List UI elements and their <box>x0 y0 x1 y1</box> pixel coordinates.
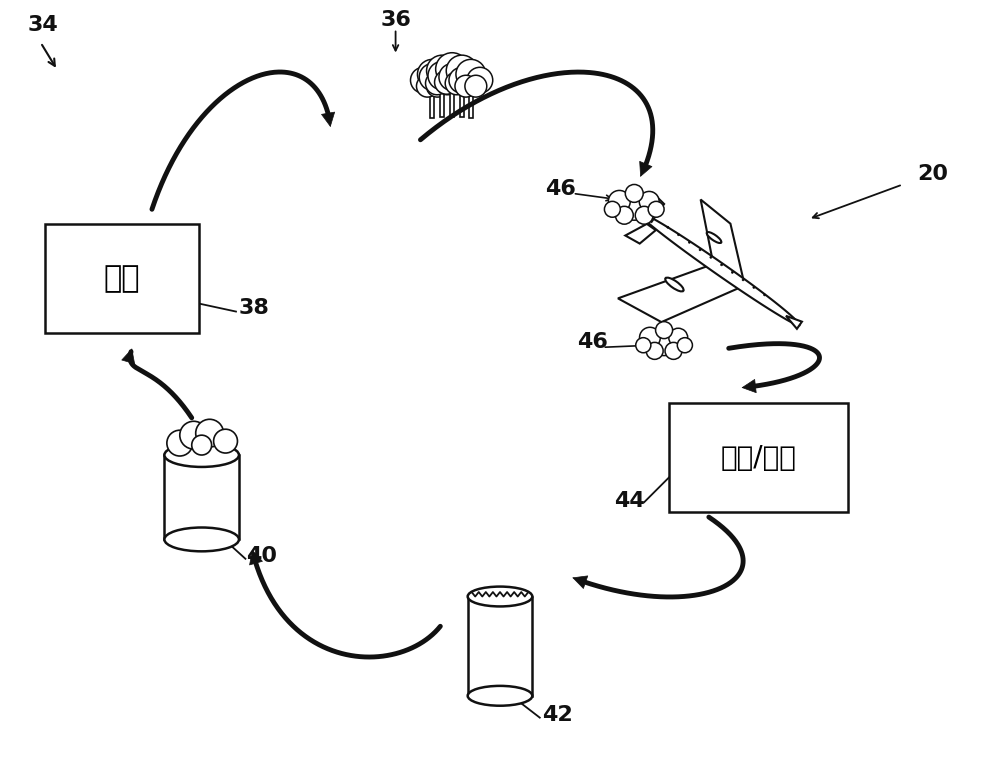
Circle shape <box>678 233 680 236</box>
Circle shape <box>636 338 651 352</box>
Circle shape <box>753 286 755 289</box>
Polygon shape <box>701 199 744 281</box>
Circle shape <box>411 68 436 93</box>
Circle shape <box>435 70 459 94</box>
Text: 46: 46 <box>545 180 576 199</box>
Circle shape <box>677 338 692 352</box>
Bar <box>669 403 848 512</box>
Circle shape <box>608 191 630 212</box>
Bar <box>469 90 473 118</box>
Circle shape <box>458 64 485 90</box>
Circle shape <box>721 264 723 266</box>
Text: 运输: 运输 <box>104 265 140 293</box>
Circle shape <box>639 191 659 212</box>
Circle shape <box>428 68 454 93</box>
Bar <box>460 87 464 117</box>
Ellipse shape <box>665 278 684 292</box>
Ellipse shape <box>468 587 532 606</box>
Circle shape <box>438 64 465 90</box>
Text: 20: 20 <box>918 163 949 184</box>
Circle shape <box>446 55 478 86</box>
Circle shape <box>180 421 208 449</box>
Circle shape <box>465 75 487 97</box>
Bar <box>430 90 434 118</box>
Circle shape <box>456 72 479 95</box>
Ellipse shape <box>707 232 721 243</box>
Circle shape <box>742 279 744 281</box>
Text: 46: 46 <box>577 332 607 352</box>
Polygon shape <box>618 266 739 322</box>
Circle shape <box>167 430 193 456</box>
Polygon shape <box>647 192 664 222</box>
Circle shape <box>436 53 468 86</box>
Circle shape <box>669 328 688 347</box>
Circle shape <box>731 272 733 273</box>
Circle shape <box>446 70 470 94</box>
Circle shape <box>699 249 701 251</box>
Circle shape <box>416 75 438 97</box>
Circle shape <box>604 202 620 217</box>
Circle shape <box>428 61 456 89</box>
Text: 34: 34 <box>28 15 58 34</box>
Text: 36: 36 <box>381 9 412 30</box>
Circle shape <box>426 75 448 97</box>
Text: 40: 40 <box>246 545 277 566</box>
Circle shape <box>214 429 237 453</box>
Circle shape <box>426 72 448 95</box>
Text: 38: 38 <box>239 297 270 317</box>
Circle shape <box>652 331 676 356</box>
Circle shape <box>688 241 690 244</box>
Polygon shape <box>638 212 799 325</box>
Circle shape <box>640 328 660 348</box>
Circle shape <box>419 64 446 90</box>
Polygon shape <box>625 224 656 244</box>
Circle shape <box>764 294 766 296</box>
Circle shape <box>439 64 466 90</box>
Circle shape <box>656 321 673 338</box>
Circle shape <box>665 342 682 359</box>
Bar <box>450 86 454 117</box>
Circle shape <box>196 419 224 447</box>
Polygon shape <box>786 316 802 329</box>
Circle shape <box>417 59 447 89</box>
Circle shape <box>646 342 663 359</box>
Circle shape <box>456 59 486 89</box>
Circle shape <box>667 226 669 228</box>
Circle shape <box>449 68 475 93</box>
Circle shape <box>455 75 477 97</box>
Text: 44: 44 <box>614 491 645 511</box>
Circle shape <box>192 435 212 455</box>
Circle shape <box>710 256 712 258</box>
Ellipse shape <box>468 686 532 706</box>
Circle shape <box>436 72 459 95</box>
Text: 42: 42 <box>542 705 573 724</box>
Circle shape <box>635 206 653 224</box>
Circle shape <box>648 202 664 217</box>
Text: 分配/存储: 分配/存储 <box>721 443 796 471</box>
Circle shape <box>427 55 458 86</box>
Bar <box>45 224 199 334</box>
Circle shape <box>467 68 493 93</box>
Ellipse shape <box>164 443 239 467</box>
Circle shape <box>625 184 643 202</box>
Ellipse shape <box>164 527 239 552</box>
Bar <box>468 597 532 696</box>
Bar <box>440 87 444 117</box>
Circle shape <box>445 72 468 95</box>
Bar <box>164 455 239 539</box>
Circle shape <box>615 206 633 224</box>
Circle shape <box>448 61 476 89</box>
Circle shape <box>621 194 647 220</box>
